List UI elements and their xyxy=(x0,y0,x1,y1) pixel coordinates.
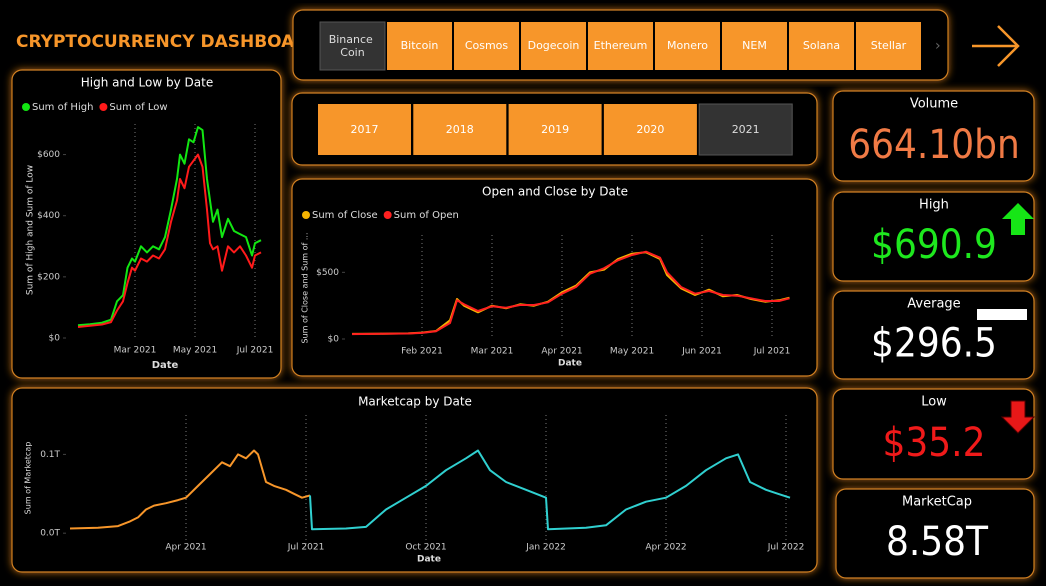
legend-label: Sum of Close xyxy=(312,210,378,221)
coin-button[interactable] xyxy=(387,22,452,70)
dashboard-title: CRYPTOCURRENCY DASHBOARD xyxy=(16,32,322,52)
y-tick-label: $600 xyxy=(37,150,60,160)
x-tick-label: Jul 2021 xyxy=(753,347,791,357)
x-axis-label: Date xyxy=(558,359,582,369)
x-axis-label: Date xyxy=(417,555,441,565)
down-arrow-icon xyxy=(1000,400,1036,434)
coin-button[interactable] xyxy=(856,22,921,70)
chart-title: High and Low by Date xyxy=(81,76,213,90)
legend-label: Sum of Open xyxy=(394,210,459,221)
x-tick-label: Jul 2021 xyxy=(236,346,274,356)
year-label: 2018 xyxy=(446,123,474,136)
chart-panel xyxy=(11,69,282,379)
line-series xyxy=(351,250,790,336)
x-tick-label: Feb 2021 xyxy=(401,347,443,357)
coin-label: Ethereum xyxy=(594,39,648,52)
x-tick-label: May 2021 xyxy=(173,346,217,356)
legend-swatch xyxy=(383,211,392,219)
kpi-card xyxy=(835,488,1035,579)
coin-label: NEM xyxy=(742,39,767,52)
legend-label: Sum of High xyxy=(32,102,93,113)
x-tick-label: Mar 2021 xyxy=(471,347,514,357)
coin-label: Cosmos xyxy=(465,39,509,52)
year-button[interactable] xyxy=(318,104,411,155)
coin-button[interactable] xyxy=(655,22,720,70)
coin-button[interactable] xyxy=(454,22,519,70)
legend-swatch xyxy=(22,103,30,111)
kpi-value: $690.9 xyxy=(871,222,997,268)
x-tick-label: Jul 2021 xyxy=(287,543,325,553)
x-tick-label: Apr 2021 xyxy=(165,543,206,553)
coin-label: Monero xyxy=(667,39,708,52)
coin-label: Bitcoin xyxy=(401,39,439,52)
line-series xyxy=(309,449,791,531)
coin-button[interactable] xyxy=(789,22,854,70)
year-label: 2017 xyxy=(351,123,379,136)
kpi-label: Volume xyxy=(910,97,958,112)
x-tick-label: Mar 2021 xyxy=(114,346,157,356)
scroll-arrow[interactable]: › xyxy=(935,38,941,54)
x-tick-label: Oct 2021 xyxy=(405,543,446,553)
kpi-label: Low xyxy=(921,395,947,410)
chart-title: Open and Close by Date xyxy=(482,185,628,199)
y-tick-label: $0 xyxy=(49,334,61,344)
legend-swatch xyxy=(99,103,108,111)
y-tick-label: $400 xyxy=(37,211,60,221)
y-axis-label: Sum of Marketcap xyxy=(24,442,33,515)
year-button[interactable] xyxy=(413,104,507,155)
coin-label: Stellar xyxy=(871,39,907,52)
year-button[interactable] xyxy=(508,104,602,155)
kpi-label: MarketCap xyxy=(902,495,972,510)
x-axis-label: Date xyxy=(152,360,179,371)
kpi-value: $296.5 xyxy=(871,321,997,367)
kpi-card xyxy=(832,388,1035,480)
line-series xyxy=(69,449,311,530)
year-label: 2019 xyxy=(541,123,569,136)
legend-label: Sum of Low xyxy=(109,102,167,113)
coin-button[interactable] xyxy=(521,22,586,70)
kpi-card xyxy=(832,191,1035,282)
line-series xyxy=(77,126,262,327)
year-label: 2021 xyxy=(732,123,760,136)
y-tick-label: 0.0T xyxy=(40,529,60,539)
year-button[interactable] xyxy=(698,103,793,156)
chart-panel xyxy=(11,387,818,573)
kpi-value: $35.2 xyxy=(883,420,986,466)
coin-button[interactable] xyxy=(319,21,386,71)
y-axis-label: Sum of Close and Sum of ... xyxy=(301,232,310,343)
chart-panel xyxy=(291,178,818,377)
x-tick-label: Apr 2021 xyxy=(541,347,582,357)
kpi-value: 8.58T xyxy=(886,519,989,565)
x-tick-label: Jul 2022 xyxy=(767,543,805,553)
coin-button[interactable] xyxy=(722,22,787,70)
legend-swatch xyxy=(302,211,310,219)
coin-label: Binance Coin xyxy=(329,33,377,59)
x-tick-label: May 2021 xyxy=(610,347,654,357)
year-button[interactable] xyxy=(603,104,697,155)
x-tick-label: Apr 2022 xyxy=(645,543,686,553)
year-label: 2020 xyxy=(636,123,664,136)
y-tick-label: $200 xyxy=(37,272,60,282)
next-arrow[interactable] xyxy=(972,25,1020,67)
coin-label: Dogecoin xyxy=(528,39,580,52)
flat-icon xyxy=(977,309,1027,320)
y-axis-label: Sum of High and Sum of Low xyxy=(26,165,36,295)
kpi-card xyxy=(832,90,1035,182)
coin-button[interactable] xyxy=(588,22,653,70)
kpi-label: High xyxy=(919,198,949,213)
y-tick-label: 0.1T xyxy=(40,450,60,460)
y-tick-label: $0 xyxy=(328,335,340,345)
line-series xyxy=(77,153,262,328)
coin-label: Solana xyxy=(803,39,840,52)
x-tick-label: Jan 2022 xyxy=(525,543,566,553)
up-arrow-icon xyxy=(1002,203,1034,235)
kpi-label: Average xyxy=(907,297,960,312)
y-tick-label: $500 xyxy=(316,268,339,278)
chart-title: Marketcap by Date xyxy=(358,395,472,409)
kpi-value: 664.10bn xyxy=(848,122,1020,168)
x-tick-label: Jun 2021 xyxy=(681,347,722,357)
